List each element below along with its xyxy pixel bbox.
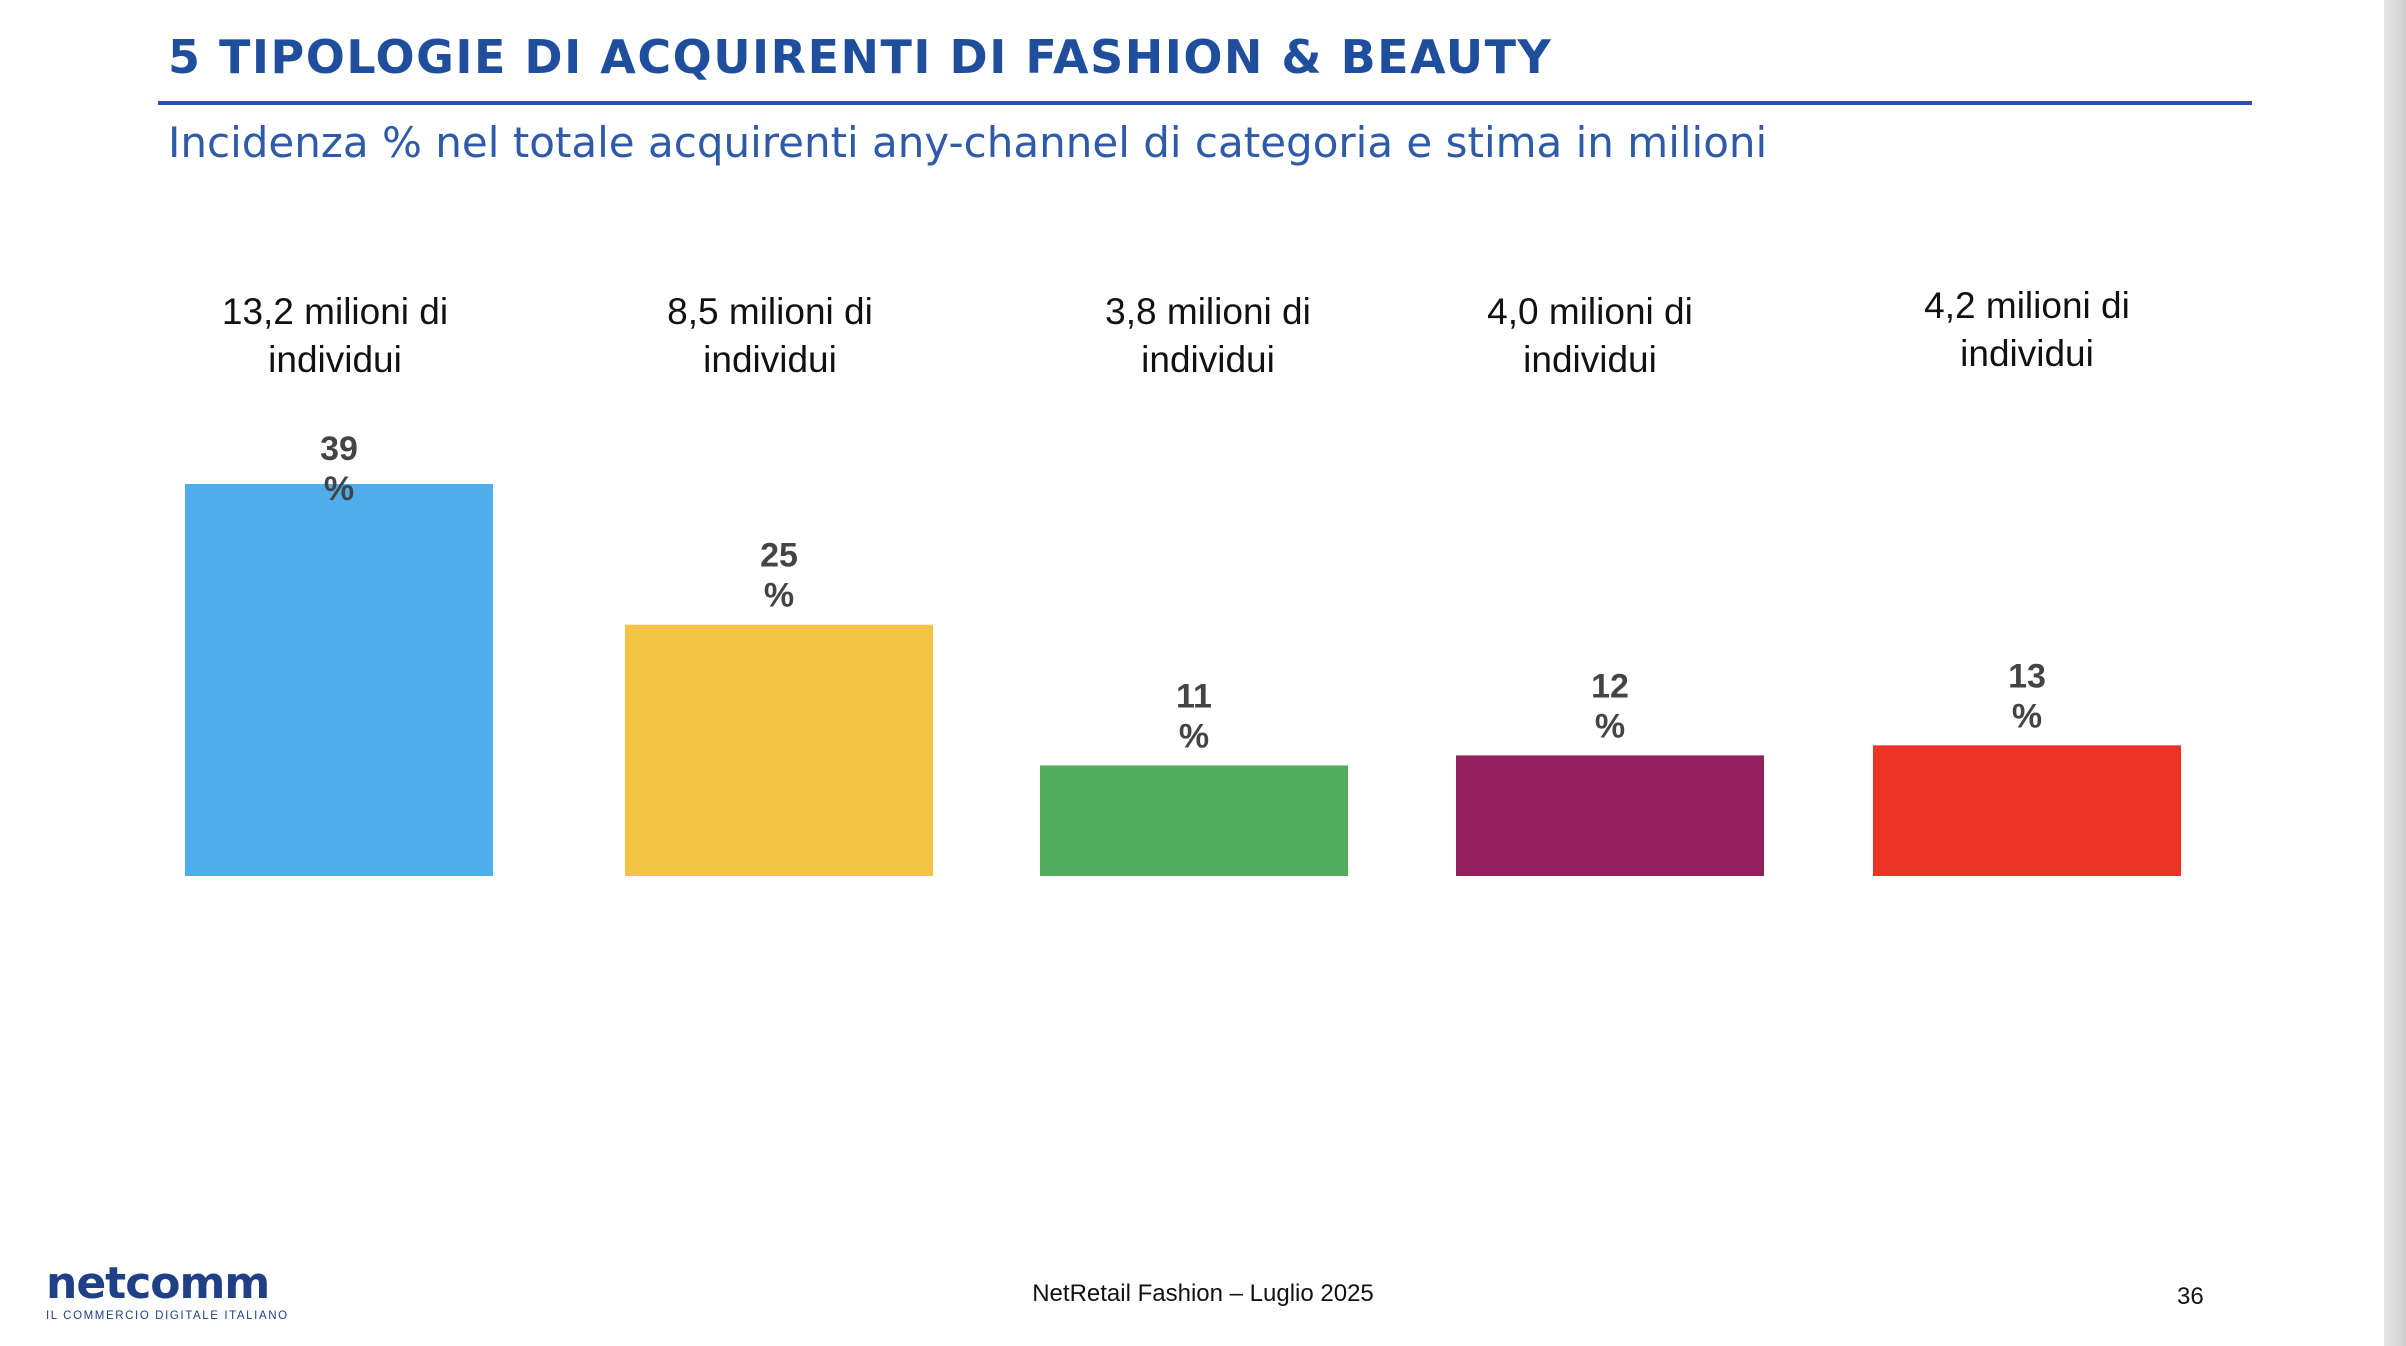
value-label-digital-power-buyer: 13% <box>2008 657 2046 735</box>
value-label-convenience-seeker: 25% <box>760 537 798 615</box>
bar-digital-power-buyer <box>1873 745 2181 876</box>
estimate-label-convenience-seeker: 8,5 milioni di individui <box>667 291 873 381</box>
category-label-informato-e-attivo: Informato e attivo <box>1476 935 1744 1049</box>
title-divider <box>158 101 2252 105</box>
logo-tagline: IL COMMERCIO DIGITALE ITALIANO <box>46 1310 289 1322</box>
footer-text: NetRetail Fashion – Luglio 2025 <box>1032 1280 1374 1307</box>
category-box-digital-power-buyer: Digital power buyer <box>1840 926 2215 1060</box>
estimate-label-abitudinario: 13,2 milioni di individui <box>221 291 449 381</box>
value-label-informato-e-attivo: 12% <box>1591 667 1629 745</box>
category-box-convenience-seeker: Convenience seeker <box>586 926 960 1060</box>
bar-informato-e-attivo <box>1456 755 1764 876</box>
window-edge <box>2384 0 2406 1346</box>
value-label-abitudinario: 39% <box>320 430 358 508</box>
category-box-informato-e-attivo: Informato e attivo <box>1423 926 1797 1060</box>
estimate-label-digital-power-buyer: 4,2 milioni di individui <box>1924 285 2130 375</box>
logo-wordmark: netcomm <box>46 1258 270 1309</box>
page-number: 36 <box>2177 1283 2204 1310</box>
value-label-consapevole: 11% <box>1176 677 1212 755</box>
estimate-label-informato-e-attivo: 4,0 milioni di individui <box>1487 291 1693 381</box>
netcomm-logo: netcomm IL COMMERCIO DIGITALE ITALIANO <box>46 1258 289 1323</box>
bar-consapevole <box>1040 765 1348 876</box>
bar-abitudinario <box>185 484 493 876</box>
bar-convenience-seeker <box>625 624 933 876</box>
category-label-convenience-seeker: Convenience seeker <box>620 935 926 1049</box>
category-label-digital-power-buyer: Digital power buyer <box>1873 935 2182 1049</box>
slide-title: 5 TIPOLOGIE DI ACQUIRENTI DI FASHION & B… <box>168 30 1553 84</box>
category-box-abitudinario: Abitudinario <box>163 926 538 1060</box>
category-box-consapevole: Consapevole <box>1009 926 1387 1060</box>
category-label-abitudinario: Abitudinario <box>206 965 495 1020</box>
estimate-label-consapevole: 3,8 milioni di individui <box>1105 291 1311 381</box>
category-label-consapevole: Consapevole <box>1045 965 1351 1020</box>
slide-subtitle: Incidenza % nel totale acquirenti any-ch… <box>168 118 1768 167</box>
